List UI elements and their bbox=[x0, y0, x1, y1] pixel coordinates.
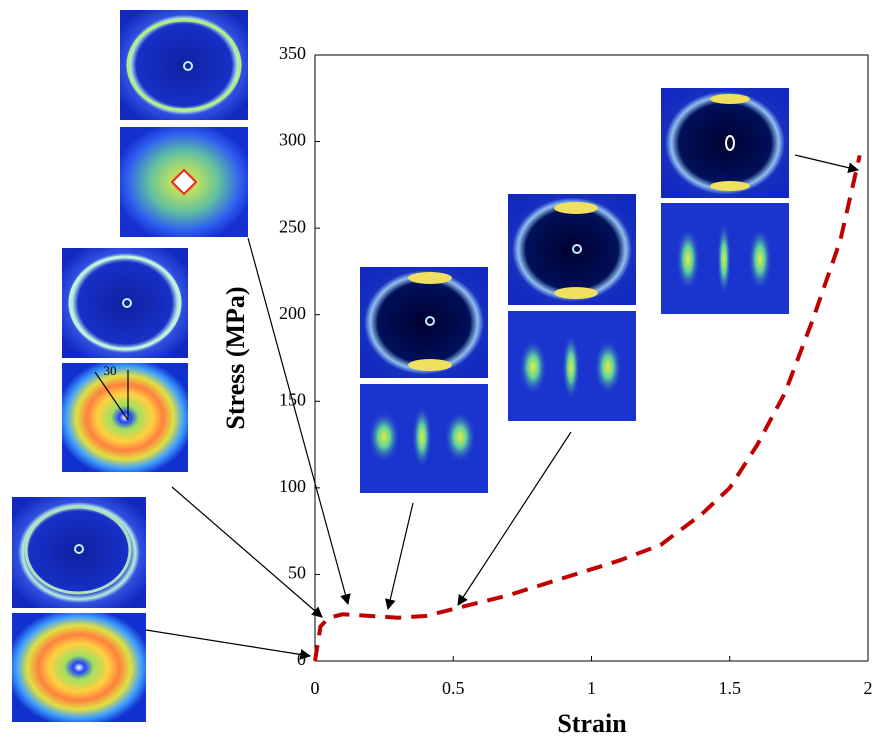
saxs-image bbox=[12, 613, 146, 722]
y-tick-label: 250 bbox=[279, 216, 306, 236]
lobe bbox=[562, 333, 580, 401]
reflection bbox=[554, 202, 598, 214]
y-tick-label: 100 bbox=[279, 476, 306, 496]
arrow bbox=[457, 431, 572, 606]
lobe bbox=[594, 339, 622, 395]
lobe bbox=[444, 411, 476, 463]
beam-stop bbox=[122, 298, 132, 308]
x-tick-label: 0 bbox=[311, 678, 320, 698]
arrow bbox=[247, 237, 351, 606]
lobe bbox=[368, 411, 400, 463]
y-tick-label: 50 bbox=[288, 563, 306, 583]
x-tick-label: 1 bbox=[587, 678, 596, 698]
reflection bbox=[554, 287, 598, 299]
y-tick-label: 350 bbox=[279, 43, 306, 63]
reflection bbox=[408, 272, 452, 284]
lobe bbox=[717, 221, 731, 297]
y-tick-label: 200 bbox=[279, 303, 306, 323]
y-tick-label: 0 bbox=[297, 649, 306, 669]
y-tick-label: 150 bbox=[279, 389, 306, 409]
ring bbox=[24, 505, 132, 595]
inset-images: 30 bbox=[12, 10, 789, 722]
lobe bbox=[676, 227, 700, 291]
beam-stop bbox=[74, 544, 84, 554]
arrow bbox=[145, 629, 312, 660]
angle-line bbox=[94, 371, 129, 421]
reflection bbox=[408, 359, 452, 371]
lobe bbox=[748, 227, 772, 291]
arrow bbox=[171, 486, 323, 618]
x-tick-label: 0.5 bbox=[442, 678, 465, 698]
ring bbox=[68, 255, 182, 351]
lobe bbox=[519, 339, 547, 395]
x-tick-label: 1.5 bbox=[719, 678, 742, 698]
line bbox=[313, 154, 862, 662]
y-axis-label: Stress (MPa) bbox=[221, 286, 250, 429]
x-tick-label: 2 bbox=[864, 678, 873, 698]
beam-stop bbox=[572, 244, 582, 254]
lobe bbox=[412, 405, 432, 469]
arrow bbox=[794, 154, 860, 174]
beam-stop bbox=[425, 316, 435, 326]
beam-stop bbox=[725, 135, 735, 151]
y-tick-label: 300 bbox=[279, 130, 306, 150]
beam-stop bbox=[170, 168, 198, 196]
beam-stop bbox=[183, 61, 193, 71]
saxs-image bbox=[62, 363, 188, 472]
x-axis-label: Strain bbox=[557, 709, 627, 738]
reflection bbox=[710, 94, 750, 104]
reflection bbox=[710, 181, 750, 191]
ring bbox=[126, 18, 242, 112]
annotation: 30 bbox=[104, 363, 117, 378]
arrows bbox=[145, 154, 860, 660]
waxs-image bbox=[62, 248, 188, 358]
arrow bbox=[384, 502, 414, 611]
